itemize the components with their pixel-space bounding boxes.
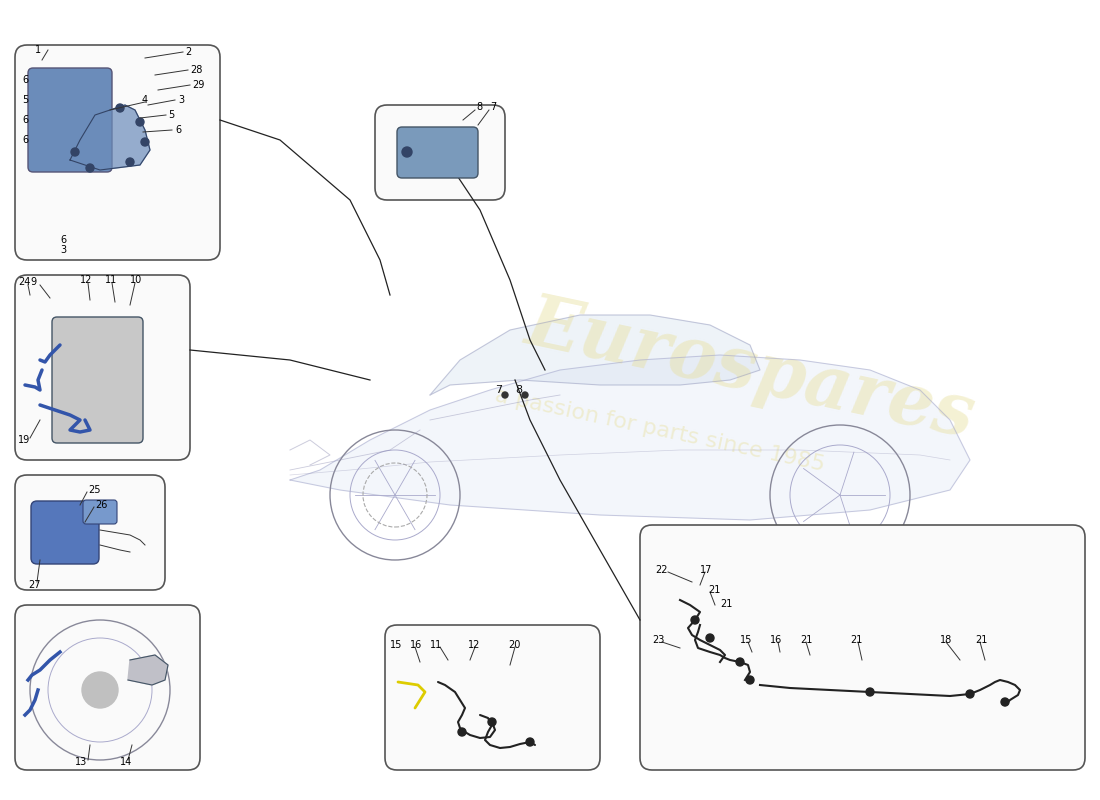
FancyBboxPatch shape (15, 475, 165, 590)
Text: a passion for parts since 1985: a passion for parts since 1985 (493, 385, 827, 475)
Polygon shape (128, 655, 168, 685)
FancyBboxPatch shape (28, 68, 112, 172)
FancyBboxPatch shape (15, 605, 200, 770)
Text: 3: 3 (60, 245, 66, 255)
Text: 4: 4 (142, 95, 148, 105)
Text: 25: 25 (88, 485, 100, 495)
Text: 8: 8 (476, 102, 482, 112)
Text: 26: 26 (95, 500, 108, 510)
Text: 16: 16 (410, 640, 422, 650)
Text: 14: 14 (120, 757, 132, 767)
FancyBboxPatch shape (15, 275, 190, 460)
Text: 11: 11 (430, 640, 442, 650)
Text: 28: 28 (190, 65, 202, 75)
Text: 22: 22 (654, 565, 668, 575)
Text: 6: 6 (22, 135, 29, 145)
FancyBboxPatch shape (52, 317, 143, 443)
Text: 3: 3 (178, 95, 184, 105)
FancyBboxPatch shape (397, 127, 478, 178)
Text: 12: 12 (80, 275, 92, 285)
Text: 15: 15 (389, 640, 403, 650)
Circle shape (86, 164, 94, 172)
Circle shape (866, 688, 874, 696)
Polygon shape (70, 105, 150, 170)
FancyBboxPatch shape (640, 525, 1085, 770)
Text: 24: 24 (18, 277, 31, 287)
Circle shape (522, 392, 528, 398)
Text: 29: 29 (192, 80, 205, 90)
Text: 10: 10 (130, 275, 142, 285)
FancyBboxPatch shape (385, 625, 600, 770)
Text: 16: 16 (770, 635, 782, 645)
Text: 21: 21 (720, 599, 733, 609)
Text: 5: 5 (168, 110, 174, 120)
Text: 20: 20 (508, 640, 520, 650)
Circle shape (488, 718, 496, 726)
Circle shape (402, 147, 412, 157)
Polygon shape (430, 315, 760, 395)
FancyBboxPatch shape (31, 501, 99, 564)
Text: 5: 5 (22, 95, 29, 105)
Circle shape (526, 738, 534, 746)
Text: 7: 7 (495, 385, 502, 395)
Text: 6: 6 (22, 115, 29, 125)
Text: 6: 6 (175, 125, 182, 135)
Text: 11: 11 (104, 275, 118, 285)
Circle shape (736, 658, 744, 666)
Circle shape (82, 672, 118, 708)
Text: 21: 21 (800, 635, 813, 645)
Circle shape (1001, 698, 1009, 706)
Text: 15: 15 (740, 635, 752, 645)
Text: 21: 21 (850, 635, 862, 645)
Text: 13: 13 (75, 757, 87, 767)
Circle shape (136, 118, 144, 126)
Text: 9: 9 (30, 277, 36, 287)
Text: 7: 7 (490, 102, 496, 112)
Circle shape (72, 148, 79, 156)
Text: 6: 6 (60, 235, 66, 245)
FancyBboxPatch shape (15, 45, 220, 260)
Circle shape (746, 676, 754, 684)
Text: 23: 23 (652, 635, 664, 645)
Circle shape (502, 392, 508, 398)
Text: 17: 17 (700, 565, 713, 575)
Text: 21: 21 (975, 635, 988, 645)
Text: 18: 18 (940, 635, 953, 645)
Text: Eurospares: Eurospares (519, 288, 981, 452)
Circle shape (141, 138, 149, 146)
Circle shape (458, 728, 466, 736)
Text: 19: 19 (18, 435, 31, 445)
Circle shape (966, 690, 974, 698)
Text: 12: 12 (468, 640, 481, 650)
Text: 27: 27 (28, 580, 41, 590)
FancyBboxPatch shape (82, 500, 117, 524)
Text: 1: 1 (35, 45, 41, 55)
FancyBboxPatch shape (375, 105, 505, 200)
Circle shape (126, 158, 134, 166)
Text: 2: 2 (185, 47, 191, 57)
Circle shape (706, 634, 714, 642)
Circle shape (691, 616, 698, 624)
Circle shape (116, 104, 124, 112)
Text: 21: 21 (708, 585, 720, 595)
Text: 6: 6 (22, 75, 29, 85)
Polygon shape (290, 355, 970, 520)
Text: 8: 8 (515, 385, 522, 395)
